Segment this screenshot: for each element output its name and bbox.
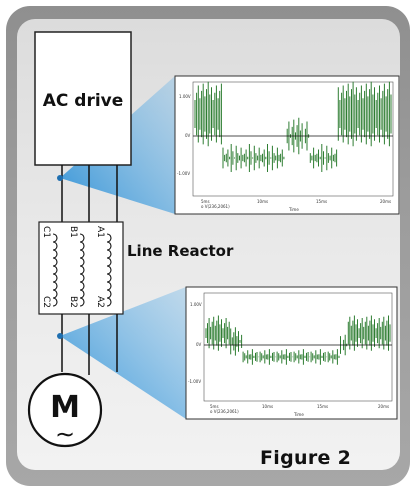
scope-bottom-trace — [205, 315, 391, 365]
probe-point-top — [57, 175, 63, 181]
terminal-c1: C1 — [41, 226, 51, 238]
terminal-b2: B2 — [68, 296, 78, 308]
scope-top-xtick-0: 5ms — [201, 199, 210, 204]
scope-bottom-ytick-0: 1.00V — [190, 302, 202, 307]
scope-top-xtick-1: 10ms — [257, 199, 268, 204]
terminal-a1: A1 — [95, 226, 105, 238]
scope-top-xtick-3: 20ms — [380, 199, 391, 204]
scope-top-ytick-2: -1.00V — [177, 171, 190, 176]
scope-top-trace-label: o V(236,2061) — [201, 204, 230, 209]
probe-beam-bottom — [60, 287, 186, 419]
terminal-c2: C2 — [41, 296, 51, 308]
motor-ac-symbol: ∼ — [55, 420, 75, 448]
terminal-a2: A2 — [95, 296, 105, 308]
scope-bottom-ytick-2: -1.00V — [188, 379, 201, 384]
scope-bottom-trace-label: o V(236,2061) — [210, 409, 239, 414]
traceBot-waveform — [205, 315, 391, 365]
scope-bottom-xlabel: Time — [293, 412, 304, 417]
scope-top-xlabel: Time — [288, 207, 299, 212]
motor-symbol — [27, 372, 103, 448]
scope-top: 1.00V 0V -1.00V 5ms 10ms 15ms 20ms o V(2… — [174, 75, 400, 215]
motor-letter: M — [50, 390, 80, 425]
scope-top-ytick-0: 1.00V — [179, 94, 191, 99]
scope-bottom-ytick-1: 0V — [196, 342, 202, 347]
figure-caption: Figure 2 — [260, 447, 352, 469]
terminal-b1: B1 — [68, 226, 78, 238]
scope-bottom: 1.00V 0V -1.00V 5ms 10ms 15ms 20ms o V(2… — [185, 286, 398, 420]
line-reactor-label: Line Reactor — [127, 242, 234, 260]
scope-bottom-xtick-0: 5ms — [210, 404, 219, 409]
ac-drive-label: AC drive — [43, 91, 124, 111]
scope-bottom-xtick-3: 20ms — [378, 404, 389, 409]
scope-top-ytick-1: 0V — [185, 133, 191, 138]
probe-point-bottom — [57, 333, 63, 339]
reactor-coils — [52, 233, 112, 307]
ac-drive-box — [34, 31, 132, 166]
scope-bottom-xtick-2: 15ms — [317, 404, 328, 409]
scope-top-xtick-2: 15ms — [316, 199, 327, 204]
scope-bottom-xtick-1: 10ms — [262, 404, 273, 409]
